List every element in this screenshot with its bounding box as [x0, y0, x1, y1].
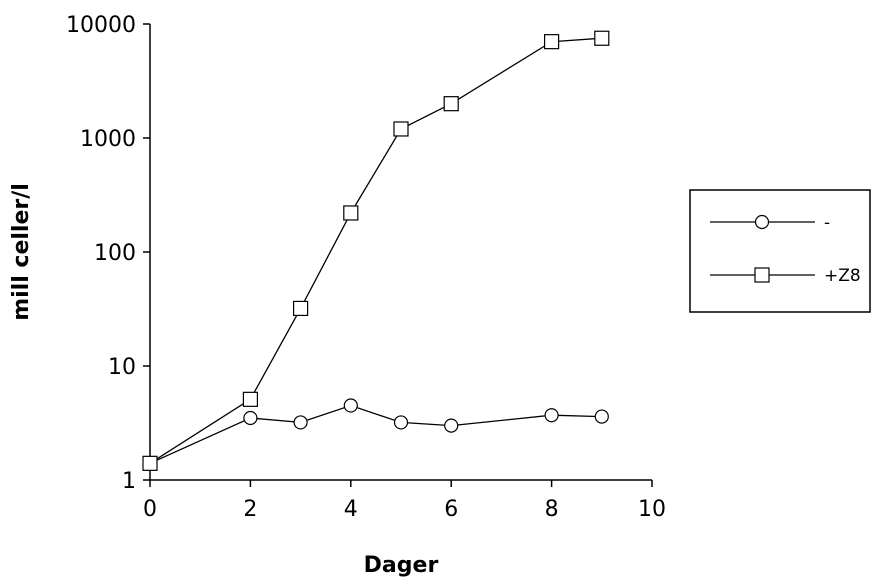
data-point-square	[293, 300, 309, 317]
series-line-control	[149, 404, 602, 464]
data-point-square	[443, 96, 459, 112]
y-tick-label: 10000	[66, 13, 136, 38]
data-point-circle	[544, 408, 559, 423]
y-tick-label: 1	[122, 469, 136, 494]
x-tick-label: 6	[444, 497, 458, 522]
data-point-circle	[243, 410, 258, 426]
x-tick-label: 10	[638, 497, 666, 522]
legend-box	[689, 189, 871, 313]
y-tick-label: 10	[108, 355, 136, 380]
series-line-z8	[149, 37, 602, 464]
data-point-circle	[444, 418, 459, 433]
x-axis-ticks: 0 2 4 6 8 10	[143, 480, 666, 522]
x-tick-label: 2	[243, 497, 257, 522]
y-axis-ticks: 1 10 100 1000 10000	[66, 13, 150, 494]
data-point-circle	[393, 415, 409, 430]
data-point-square	[393, 121, 409, 137]
legend-label-z8: +Z8	[824, 266, 861, 286]
legend-label-minus: -	[824, 213, 830, 233]
x-axis-title: Dager	[364, 553, 439, 578]
y-tick-label: 100	[94, 241, 136, 266]
data-point-square	[594, 30, 610, 46]
legend-marker-square	[754, 267, 770, 283]
series-layer	[142, 30, 610, 471]
data-point-square	[242, 391, 258, 407]
y-tick-label: 1000	[80, 127, 136, 152]
data-point-square	[343, 205, 359, 221]
y-axis-title: mill celler/l	[9, 183, 34, 321]
data-point-circle	[293, 415, 308, 430]
x-tick-label: 8	[545, 497, 559, 522]
data-point-square	[543, 34, 560, 50]
data-point-square	[142, 455, 158, 471]
data-point-circle	[343, 398, 358, 413]
x-tick-label: 4	[344, 497, 358, 522]
legend: - +Z8	[689, 189, 871, 313]
data-point-circle	[594, 409, 609, 424]
legend-marker-circle	[754, 214, 770, 230]
x-tick-label: 0	[143, 497, 157, 522]
